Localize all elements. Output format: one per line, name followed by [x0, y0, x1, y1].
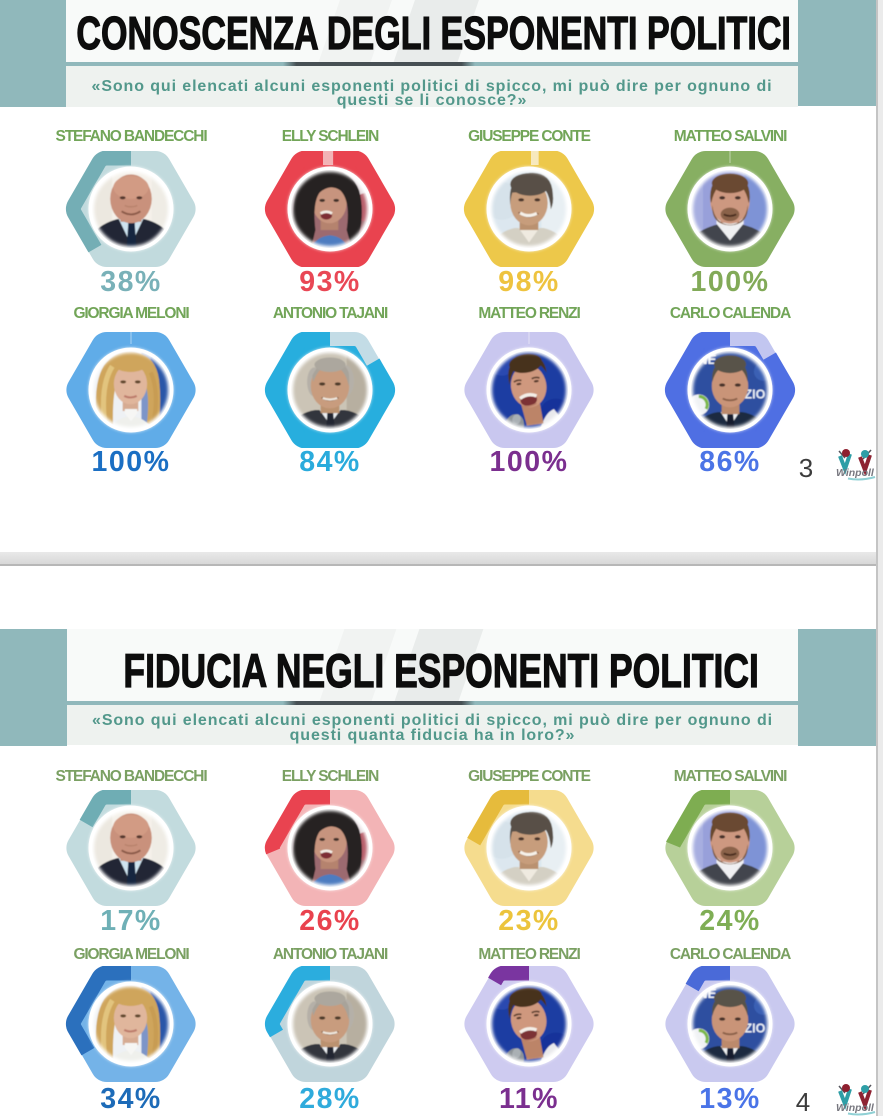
- svg-text:Winpoll: Winpoll: [836, 467, 875, 479]
- svg-text:Winpoll: Winpoll: [836, 1102, 875, 1114]
